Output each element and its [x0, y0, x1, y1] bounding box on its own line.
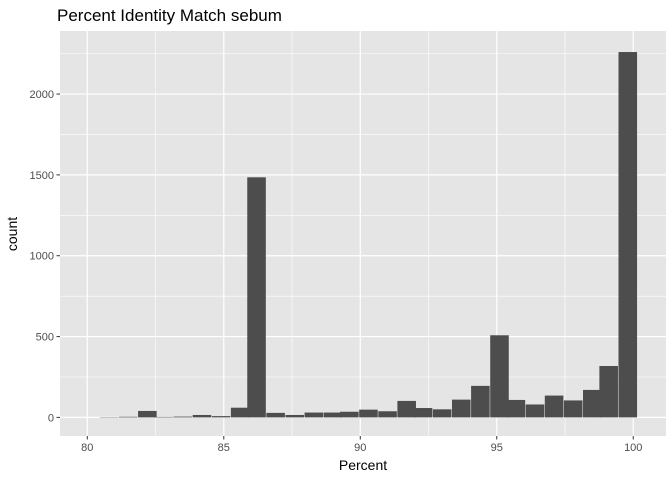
- x-tick-label: 95: [491, 442, 503, 454]
- y-tick-label: 500: [36, 332, 54, 344]
- histogram-bar: [583, 389, 602, 418]
- histogram-bar: [544, 395, 564, 418]
- y-axis-title: count: [4, 217, 20, 251]
- minor-gridlines: [60, 31, 666, 436]
- histogram-bar: [266, 412, 285, 418]
- y-tick-label: 2000: [30, 89, 54, 101]
- histogram-bar: [618, 52, 638, 418]
- histogram-bar: [359, 409, 378, 418]
- plot-panel: [60, 31, 666, 436]
- x-tick-label: 80: [81, 442, 93, 454]
- histogram-bar: [471, 385, 490, 418]
- x-tick-label: 100: [624, 442, 642, 454]
- x-axis: 80 85 90 95 100: [81, 436, 642, 454]
- histogram-bar: [563, 400, 583, 418]
- histogram-bar: [138, 410, 157, 418]
- y-tick-label: 1500: [30, 170, 54, 182]
- histogram-bar: [413, 408, 433, 418]
- histogram-bar: [247, 177, 266, 418]
- histogram-bar: [304, 412, 324, 418]
- histogram-bar: [506, 399, 526, 418]
- histogram-bar: [192, 414, 212, 418]
- x-axis-title: Percent: [339, 457, 387, 473]
- histogram-bar: [599, 365, 618, 418]
- histogram-bar: [173, 416, 193, 418]
- chart-title: Percent Identity Match sebum: [57, 6, 282, 25]
- histogram-bar: [397, 400, 416, 418]
- y-axis: 0 500 1000 1500 2000: [30, 89, 60, 424]
- histogram-bar: [432, 409, 452, 418]
- histogram-bars: [99, 52, 638, 418]
- histogram-bar: [525, 404, 545, 418]
- histogram-bar: [490, 335, 509, 418]
- histogram-bar: [211, 416, 231, 418]
- histogram-bar: [340, 411, 359, 418]
- x-tick-label: 85: [218, 442, 230, 454]
- histogram-bar: [323, 412, 343, 418]
- x-tick-label: 90: [354, 442, 366, 454]
- y-tick-label: 0: [48, 412, 54, 424]
- y-tick-label: 1000: [30, 251, 54, 263]
- histogram-bar: [451, 399, 471, 418]
- histogram-bar: [378, 411, 397, 418]
- histogram-bar: [285, 414, 305, 418]
- histogram-bar: [230, 407, 250, 418]
- histogram-bar: [118, 416, 138, 418]
